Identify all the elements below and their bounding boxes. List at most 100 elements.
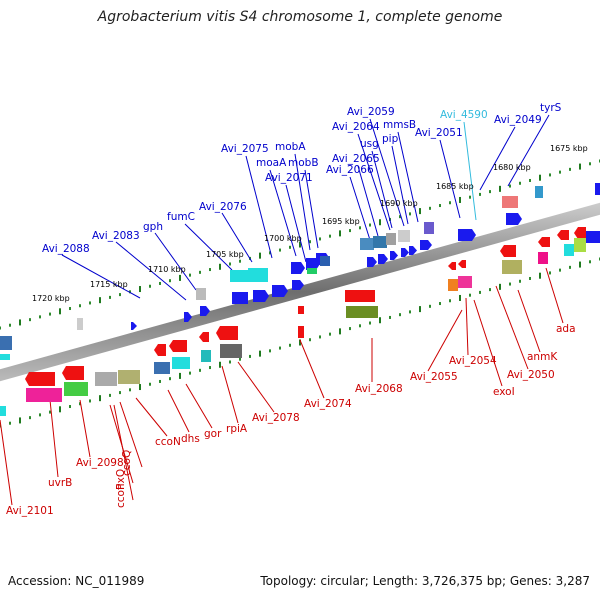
gene-block[interactable] bbox=[64, 382, 88, 396]
gene-block[interactable] bbox=[538, 252, 548, 264]
gene-block[interactable] bbox=[458, 276, 472, 288]
gene-block[interactable] bbox=[220, 344, 242, 358]
gene-block[interactable] bbox=[345, 290, 375, 302]
gene-block[interactable] bbox=[230, 270, 250, 282]
gene-label[interactable]: mobA bbox=[275, 141, 306, 153]
gene-label[interactable]: ccoP bbox=[115, 484, 127, 508]
gene-label[interactable]: gor bbox=[204, 428, 222, 440]
gene-block[interactable] bbox=[298, 326, 304, 338]
forward-gene-arrow[interactable] bbox=[131, 322, 137, 330]
reverse-gene-arrow[interactable] bbox=[169, 340, 187, 352]
reverse-gene-arrow[interactable] bbox=[25, 372, 55, 386]
forward-gene-arrow[interactable] bbox=[272, 285, 288, 297]
gene-label[interactable]: usg bbox=[360, 138, 379, 150]
reverse-gene-arrow[interactable] bbox=[216, 326, 238, 340]
gene-block[interactable] bbox=[196, 288, 206, 300]
forward-gene-arrow[interactable] bbox=[420, 240, 432, 250]
gene-label[interactable]: Avi_2066 bbox=[326, 164, 374, 176]
gene-label[interactable]: Avi_2074 bbox=[304, 398, 352, 410]
gene-block[interactable] bbox=[154, 362, 170, 374]
gene-label[interactable]: Avi_2065 bbox=[332, 153, 380, 165]
reverse-gene-arrow[interactable] bbox=[538, 237, 550, 247]
gene-label[interactable]: uvrB bbox=[48, 477, 72, 489]
gene-block[interactable] bbox=[77, 318, 83, 330]
gene-block[interactable] bbox=[586, 231, 600, 243]
forward-gene-arrow[interactable] bbox=[390, 251, 398, 260]
forward-gene-arrow[interactable] bbox=[506, 213, 522, 225]
forward-gene-arrow[interactable] bbox=[409, 246, 417, 255]
gene-label[interactable]: ada bbox=[556, 323, 576, 335]
gene-block[interactable] bbox=[502, 260, 522, 274]
gene-label[interactable]: dhs bbox=[181, 433, 200, 445]
gene-label[interactable]: exoI bbox=[493, 386, 515, 398]
gene-label[interactable]: moaA bbox=[256, 157, 287, 169]
forward-gene-arrow[interactable] bbox=[184, 312, 192, 322]
gene-label[interactable]: rpiA bbox=[226, 423, 248, 435]
gene-block[interactable] bbox=[373, 236, 387, 248]
gene-block[interactable] bbox=[346, 306, 378, 318]
gene-block[interactable] bbox=[398, 230, 410, 242]
gene-label[interactable]: Avi_2051 bbox=[415, 127, 463, 139]
gene-label[interactable]: Avi_2055 bbox=[410, 371, 458, 383]
gene-label[interactable]: Avi_2083 bbox=[92, 230, 140, 242]
gene-block[interactable] bbox=[26, 388, 62, 402]
reverse-gene-arrow[interactable] bbox=[62, 366, 84, 380]
reverse-gene-arrow[interactable] bbox=[574, 227, 586, 239]
gene-block[interactable] bbox=[118, 370, 140, 384]
gene-block[interactable] bbox=[502, 196, 518, 208]
gene-block[interactable] bbox=[320, 256, 330, 266]
gene-label[interactable]: Avi_2075 bbox=[221, 143, 269, 155]
reverse-gene-arrow[interactable] bbox=[448, 262, 456, 270]
gene-block[interactable] bbox=[248, 268, 268, 282]
forward-gene-arrow[interactable] bbox=[292, 280, 304, 290]
gene-block[interactable] bbox=[0, 354, 10, 360]
gene-block[interactable] bbox=[574, 238, 586, 252]
gene-label[interactable]: Avi_4590 bbox=[440, 109, 488, 121]
gene-label[interactable]: Avi_2050 bbox=[507, 369, 555, 381]
gene-label[interactable]: Avi_2101 bbox=[6, 505, 54, 517]
gene-label[interactable]: Avi_2064 bbox=[332, 121, 380, 133]
reverse-gene-arrow[interactable] bbox=[458, 260, 466, 268]
gene-label[interactable]: Avi_2049 bbox=[494, 114, 542, 126]
forward-gene-arrow[interactable] bbox=[367, 257, 377, 267]
gene-label[interactable]: mmsB bbox=[383, 119, 416, 131]
gene-block[interactable] bbox=[307, 268, 317, 274]
gene-label[interactable]: Avi_2054 bbox=[449, 355, 497, 367]
gene-label[interactable]: mobB bbox=[288, 157, 319, 169]
gene-block[interactable] bbox=[0, 406, 6, 416]
gene-block[interactable] bbox=[424, 222, 434, 234]
gene-label[interactable]: Avi_2059 bbox=[347, 106, 395, 118]
gene-label[interactable]: Avi_2088 bbox=[42, 243, 90, 255]
gene-block[interactable] bbox=[232, 292, 248, 304]
gene-block[interactable] bbox=[448, 279, 458, 291]
forward-gene-arrow[interactable] bbox=[458, 229, 476, 241]
reverse-gene-arrow[interactable] bbox=[154, 344, 166, 356]
forward-gene-arrow[interactable] bbox=[291, 262, 305, 274]
gene-block[interactable] bbox=[95, 372, 117, 386]
reverse-gene-arrow[interactable] bbox=[500, 245, 516, 257]
gene-label[interactable]: ccoN bbox=[155, 436, 181, 448]
reverse-gene-arrow[interactable] bbox=[557, 230, 569, 240]
gene-label[interactable]: fixQ bbox=[115, 469, 127, 490]
gene-label[interactable]: tyrS bbox=[540, 102, 562, 114]
gene-label[interactable]: Avi_2068 bbox=[355, 383, 403, 395]
gene-block[interactable] bbox=[172, 357, 190, 369]
forward-gene-arrow[interactable] bbox=[378, 254, 388, 264]
gene-block[interactable] bbox=[564, 244, 574, 256]
gene-label[interactable]: gph bbox=[143, 221, 163, 233]
gene-block[interactable] bbox=[535, 186, 543, 198]
gene-block[interactable] bbox=[201, 350, 211, 362]
gene-label[interactable]: anmK bbox=[527, 351, 558, 363]
forward-gene-arrow[interactable] bbox=[200, 306, 210, 316]
forward-gene-arrow[interactable] bbox=[253, 290, 269, 302]
gene-block[interactable] bbox=[298, 306, 304, 314]
gene-label[interactable]: ccoQ bbox=[121, 450, 133, 476]
gene-label[interactable]: Avi_2098 bbox=[76, 457, 124, 469]
gene-block[interactable] bbox=[595, 183, 600, 195]
gene-block[interactable] bbox=[386, 233, 396, 245]
gene-block[interactable] bbox=[0, 336, 12, 350]
forward-gene-arrow[interactable] bbox=[401, 248, 409, 257]
gene-label[interactable]: pip bbox=[382, 133, 399, 145]
reverse-gene-arrow[interactable] bbox=[199, 332, 209, 342]
gene-block[interactable] bbox=[360, 238, 374, 250]
